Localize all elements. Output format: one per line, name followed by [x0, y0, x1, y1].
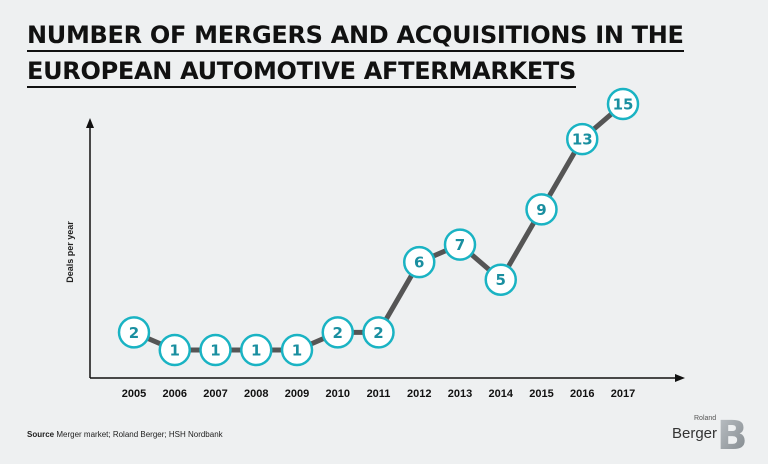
axes: Deals per year [65, 118, 685, 382]
x-tick-label-2008: 2008 [244, 388, 268, 400]
data-label-2015: 9 [536, 201, 546, 219]
data-label-2016: 13 [572, 131, 593, 149]
data-point-2017 [606, 87, 640, 121]
data-label-2014: 5 [496, 271, 506, 289]
roland-berger-logo: Roland Berger B [662, 413, 752, 453]
x-tick-label-2007: 2007 [203, 388, 227, 400]
x-tick-label-2009: 2009 [285, 388, 309, 400]
chart-title: NUMBER OF MERGERS AND ACQUISITIONS IN TH… [27, 19, 684, 91]
logo-b-letter: B [717, 413, 747, 453]
x-tick-label-2012: 2012 [407, 388, 431, 400]
x-tick-labels: 2005 2006 2007 2008 2009 2010 2011 2012 2013 2014… [122, 388, 635, 400]
data-label-2007: 1 [210, 342, 220, 360]
x-tick-label-2015: 2015 [529, 388, 553, 400]
y-axis-label: Deals per year [65, 221, 75, 283]
x-tick-label-2005: 2005 [122, 388, 146, 400]
data-point-2008 [240, 333, 273, 367]
title-line-2: EUROPEAN AUTOMOTIVE AFTERMARKETS [27, 57, 576, 88]
data-point-2007 [199, 333, 232, 367]
data-point-2012 [403, 245, 436, 279]
x-tick-label-2011: 2011 [367, 388, 391, 400]
series-line-group [133, 102, 625, 353]
data-point-2016 [566, 122, 599, 156]
x-tick-label-2006: 2006 [163, 388, 187, 400]
data-label-2006: 1 [170, 342, 180, 360]
x-tick-label-2010: 2010 [326, 388, 350, 400]
data-label-2013: 7 [455, 236, 465, 254]
x-tick-label-2016: 2016 [570, 388, 594, 400]
logo-berger-text: Berger [672, 425, 718, 442]
data-point-2011 [362, 316, 395, 349]
source-note: Source Merger market; Roland Berger; HSH… [27, 430, 223, 439]
data-label-2012: 6 [414, 254, 424, 272]
x-tick-label-2013: 2013 [448, 388, 472, 400]
x-tick-label-2017: 2017 [611, 388, 635, 400]
data-point-2005 [117, 316, 151, 349]
logo-roland-text: Roland [694, 415, 717, 422]
logo-b-mark: B [717, 413, 747, 453]
source-label: Source [27, 430, 55, 439]
x-axis-arrow [675, 374, 685, 382]
data-point-2013 [443, 228, 477, 261]
data-label-2011: 2 [373, 324, 383, 342]
data-point-2010 [321, 316, 354, 349]
data-label-2010: 2 [333, 324, 343, 342]
data-point-2009 [280, 333, 314, 367]
y-axis-arrow [86, 118, 94, 128]
data-label-2017: 15 [613, 96, 634, 114]
data-label-2008: 1 [251, 342, 261, 360]
data-point-2006 [158, 333, 191, 367]
data-point-2014 [484, 263, 517, 296]
data-label-2005: 2 [129, 324, 139, 342]
series-line-deals [133, 102, 625, 353]
data-markers: 2 1 1 1 1 2 2 6 7 5 9 13 15 [117, 87, 640, 367]
data-point-2015 [525, 193, 558, 226]
source-text: Merger market; Roland Berger; HSH Nordba… [56, 430, 223, 439]
data-label-2009: 1 [292, 342, 302, 360]
x-tick-label-2014: 2014 [489, 388, 514, 400]
title-line-1: NUMBER OF MERGERS AND ACQUISITIONS IN TH… [27, 21, 684, 52]
